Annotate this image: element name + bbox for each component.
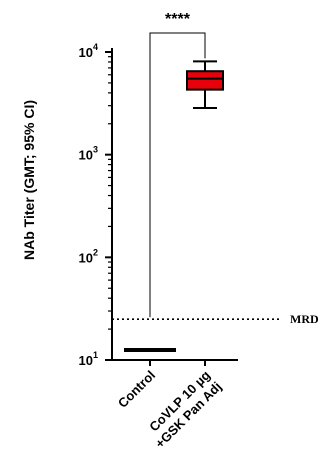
x-category-label: Control (115, 368, 158, 411)
significance-bracket (149, 32, 206, 318)
y-tick-label: 101 (79, 350, 98, 368)
y-tick-label: 103 (79, 145, 98, 163)
significance-label: **** (165, 11, 191, 28)
y-tick-label: 102 (79, 247, 98, 265)
reference-line-group: MRD (112, 312, 319, 326)
reference-line-label: MRD (290, 312, 319, 326)
significance-group: **** (149, 11, 206, 318)
marks-group (124, 60, 224, 353)
y-axis-label: NAb Titer (GMT; 95% CI) (21, 100, 37, 260)
iqr-box (186, 70, 224, 91)
y-tick-label: 104 (79, 42, 98, 60)
